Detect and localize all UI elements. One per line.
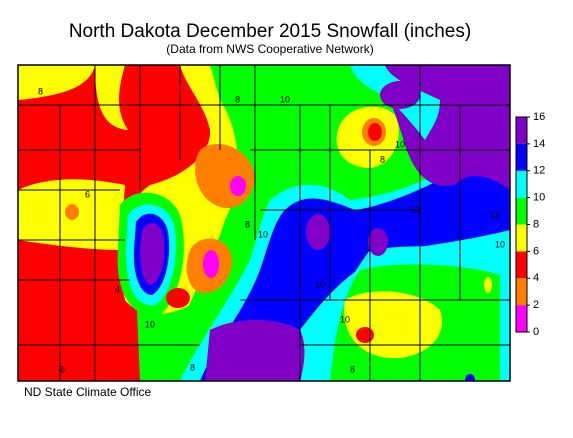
contour-label: 10: [340, 314, 350, 324]
region-purple: [368, 228, 388, 256]
contour-label: 8: [235, 94, 240, 104]
region-purple: [205, 319, 305, 381]
legend-tick-label: 16: [533, 111, 545, 123]
contour-label: 8: [245, 219, 250, 229]
legend-swatch: [516, 224, 527, 252]
legend-tick-label: 4: [533, 272, 539, 284]
contour-label: 10: [315, 279, 325, 289]
state-border: [17, 64, 511, 382]
map-title: North Dakota December 2015 Snowfall (inc…: [69, 21, 471, 42]
region-blue: [465, 374, 475, 381]
region-purple: [306, 214, 330, 250]
region-yellow: [18, 65, 95, 100]
county-lines: [18, 65, 510, 381]
legend-tick-label: 12: [533, 165, 545, 177]
contour-label: 6: [60, 364, 65, 374]
region-magenta: [203, 250, 219, 278]
legend-swatch: [516, 143, 527, 171]
region-orange: [65, 204, 79, 220]
region-red: [166, 288, 190, 308]
legend-tick-label: 10: [533, 192, 545, 204]
legend-tick-label: 6: [533, 245, 539, 257]
contour-label: 10: [145, 319, 155, 329]
map-subtitle: (Data from NWS Cooperative Network): [166, 42, 373, 56]
contour-label: 8: [190, 362, 195, 372]
region-purple: [140, 223, 165, 285]
snowfall-map: 8 4 8 10 8 10 8 12 6 10 10 10 12 10 8 10…: [17, 64, 511, 382]
legend-tick-label: 0: [533, 326, 539, 338]
legend-swatch: [516, 170, 527, 198]
legend-swatch: [516, 278, 527, 306]
legend-swatch: [516, 251, 527, 279]
color-legend: 0 2 4 6 8 10 12 14 16: [515, 111, 545, 338]
legend-swatch: [516, 305, 527, 332]
region-yellow: [484, 277, 492, 293]
contour-label: 8: [38, 86, 43, 96]
contour-label: 12: [410, 204, 420, 214]
legend-swatch: [516, 117, 527, 144]
region-red: [356, 327, 374, 343]
contour-label: 10: [395, 139, 405, 149]
contour-label: 10: [280, 94, 290, 104]
contour-label: 12: [490, 209, 500, 219]
credit: ND State Climate Office: [24, 385, 151, 399]
region-red: [368, 123, 382, 141]
contour-label: 6: [85, 189, 90, 199]
legend-tick-label: 2: [533, 299, 539, 311]
contour-label: 8: [350, 364, 355, 374]
legend-swatch: [516, 197, 527, 225]
region-green: [165, 65, 275, 381]
contour-label: 10: [495, 239, 505, 249]
region-blue: [200, 140, 510, 381]
contour-label: 4: [115, 284, 120, 294]
region-magenta: [230, 176, 246, 196]
legend-tick-label: 14: [533, 138, 545, 150]
legend-tick-label: 8: [533, 218, 539, 230]
region-purple: [380, 81, 420, 109]
contour-label: 8: [380, 154, 385, 164]
region-yellow: [95, 65, 128, 130]
contour-label: 10: [258, 229, 268, 239]
contour-labels: 8 4 8 10 8 10 8 12 6 10 10 10 12 10 8 10…: [38, 86, 505, 374]
